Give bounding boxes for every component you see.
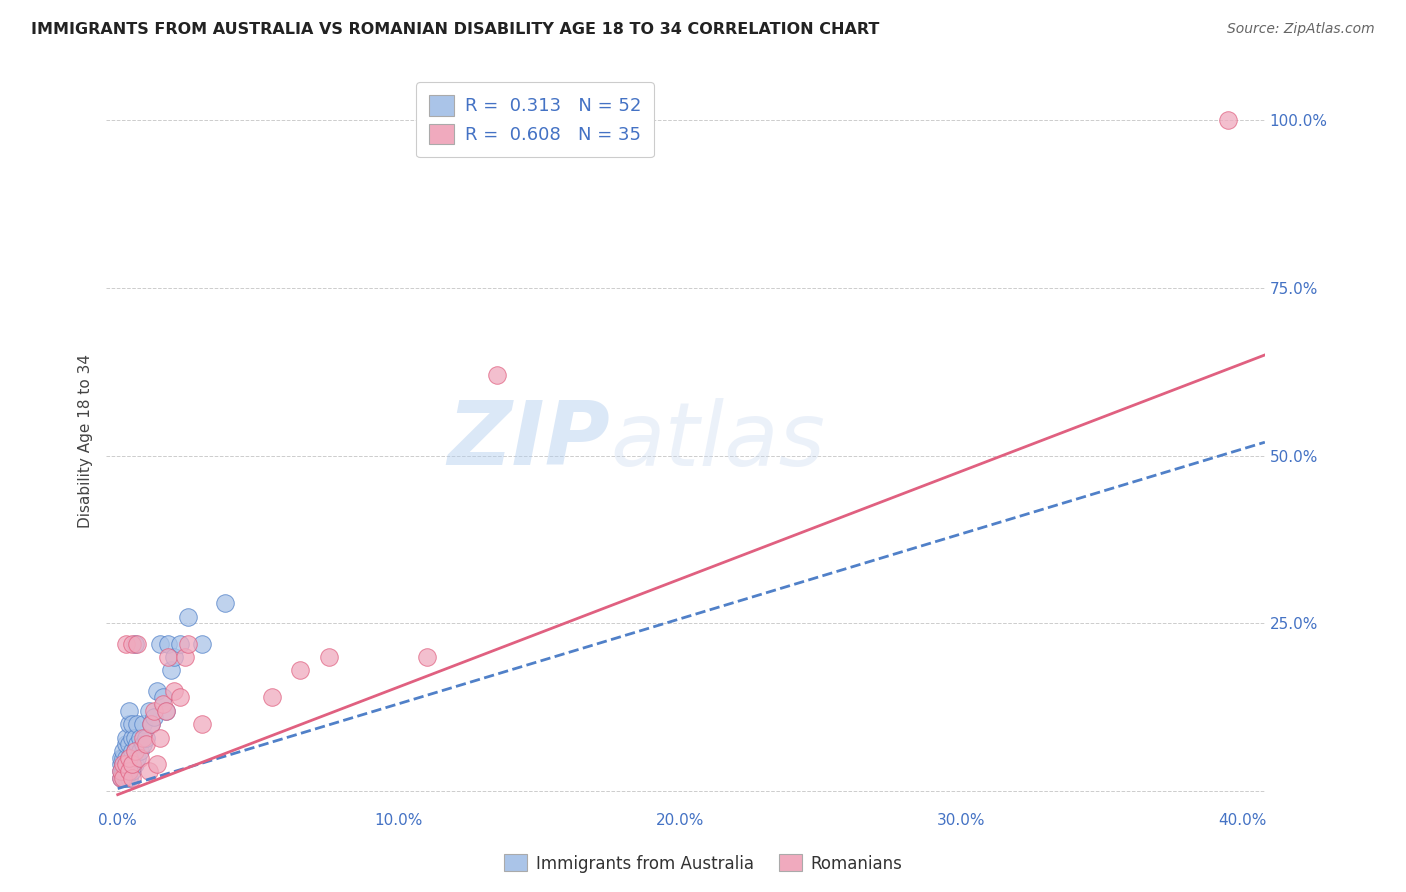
Point (152, 697, 174, 711)
Point (262, 690, 284, 705)
Point (112, 744, 135, 758)
Point (214, 596, 236, 610)
Point (486, 368, 509, 382)
Point (163, 650, 186, 665)
Point (112, 750, 135, 764)
Point (121, 764, 143, 779)
Point (115, 637, 138, 651)
Point (121, 744, 143, 758)
Text: IMMIGRANTS FROM AUSTRALIA VS ROMANIAN DISABILITY AGE 18 TO 34 CORRELATION CHART: IMMIGRANTS FROM AUSTRALIA VS ROMANIAN DI… (31, 22, 879, 37)
Point (118, 750, 141, 764)
Point (127, 717, 149, 731)
Point (169, 690, 191, 705)
Point (124, 744, 146, 758)
Point (127, 750, 149, 764)
Point (115, 771, 138, 785)
Point (132, 717, 155, 731)
Point (115, 731, 138, 745)
Point (110, 764, 132, 779)
Point (121, 771, 143, 785)
Y-axis label: Disability Age 18 to 34: Disability Age 18 to 34 (79, 353, 93, 527)
Point (110, 750, 132, 764)
Point (163, 683, 186, 698)
Point (124, 757, 146, 772)
Point (118, 750, 141, 764)
Point (118, 764, 141, 779)
Point (124, 637, 146, 651)
Point (191, 717, 214, 731)
Point (115, 737, 138, 751)
Text: Source: ZipAtlas.com: Source: ZipAtlas.com (1227, 22, 1375, 37)
Point (118, 737, 141, 751)
Point (132, 731, 155, 745)
Point (115, 764, 138, 779)
Point (115, 757, 138, 772)
Legend: R =  0.313   N = 52, R =  0.608   N = 35: R = 0.313 N = 52, R = 0.608 N = 35 (416, 82, 654, 157)
Point (118, 717, 141, 731)
Point (132, 737, 155, 751)
Point (124, 744, 146, 758)
Point (129, 744, 152, 758)
Point (112, 757, 135, 772)
Point (121, 731, 143, 745)
Point (115, 757, 138, 772)
Point (318, 650, 340, 665)
Point (149, 637, 172, 651)
Point (141, 717, 163, 731)
Point (177, 637, 200, 651)
Point (129, 750, 152, 764)
Point (118, 771, 141, 785)
Point (121, 757, 143, 772)
Point (141, 717, 163, 731)
Point (115, 750, 138, 764)
Text: ZIP: ZIP (447, 397, 610, 484)
Point (177, 609, 200, 624)
Point (157, 637, 180, 651)
Point (155, 704, 177, 718)
Point (110, 764, 132, 779)
Point (118, 704, 141, 718)
Point (127, 637, 149, 651)
Point (112, 771, 135, 785)
Legend: Immigrants from Australia, Romanians: Immigrants from Australia, Romanians (498, 847, 908, 880)
Point (191, 637, 214, 651)
Point (138, 704, 160, 718)
Point (112, 771, 135, 785)
Point (121, 717, 143, 731)
Point (135, 731, 157, 745)
Point (146, 683, 169, 698)
Point (110, 757, 132, 772)
Point (112, 764, 135, 779)
Point (110, 771, 132, 785)
Point (157, 650, 180, 665)
Point (112, 757, 135, 772)
Point (143, 704, 166, 718)
Point (121, 637, 143, 651)
Point (152, 690, 174, 705)
Point (174, 650, 197, 665)
Point (149, 731, 172, 745)
Point (135, 737, 157, 751)
Point (416, 650, 439, 665)
Point (169, 637, 191, 651)
Point (118, 764, 141, 779)
Text: atlas: atlas (610, 398, 825, 483)
Point (129, 731, 152, 745)
Point (143, 710, 166, 724)
Point (138, 764, 160, 779)
Point (1218, 112, 1240, 127)
Point (127, 737, 149, 751)
Point (110, 771, 132, 785)
Point (121, 757, 143, 772)
Point (160, 664, 183, 678)
Point (146, 757, 169, 772)
Point (124, 731, 146, 745)
Point (290, 664, 312, 678)
Point (155, 704, 177, 718)
